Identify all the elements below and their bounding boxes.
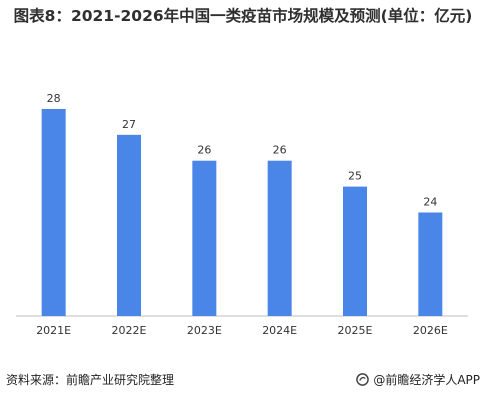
x-tick-label-2026E: 2026E: [413, 324, 448, 337]
chart-title: 图表8：2021-2026年中国一类疫苗市场规模及预测(单位：亿元): [13, 7, 473, 25]
bar-2026E: [418, 212, 443, 316]
x-tick-label-2022E: 2022E: [112, 324, 147, 337]
bar-2021E: [41, 108, 66, 316]
brand-credit: @前瞻经济学人APP: [356, 371, 480, 388]
brand-text: @前瞻经济学人APP: [373, 373, 480, 387]
data-label-2022E: 27: [122, 118, 136, 131]
brand-logo-icon: [356, 373, 370, 386]
bar-2024E: [267, 160, 292, 316]
data-label-2021E: 28: [47, 92, 61, 105]
data-label-2025E: 25: [348, 170, 362, 183]
data-label-2023E: 26: [197, 144, 211, 157]
bar-2023E: [192, 160, 217, 316]
x-tick-label-2023E: 2023E: [187, 324, 222, 337]
bar-2022E: [117, 134, 141, 316]
x-tick-label-2024E: 2024E: [262, 324, 297, 337]
footer: 资料来源：前瞻产业研究院整理 @前瞻经济学人APP: [6, 371, 480, 388]
x-tick-label-2025E: 2025E: [338, 324, 373, 337]
bar-2025E: [343, 186, 367, 316]
x-tick-label-2021E: 2021E: [36, 324, 71, 337]
data-label-2024E: 26: [273, 144, 287, 157]
source-note: 资料来源：前瞻产业研究院整理: [6, 373, 175, 387]
data-label-2026E: 24: [423, 195, 437, 208]
